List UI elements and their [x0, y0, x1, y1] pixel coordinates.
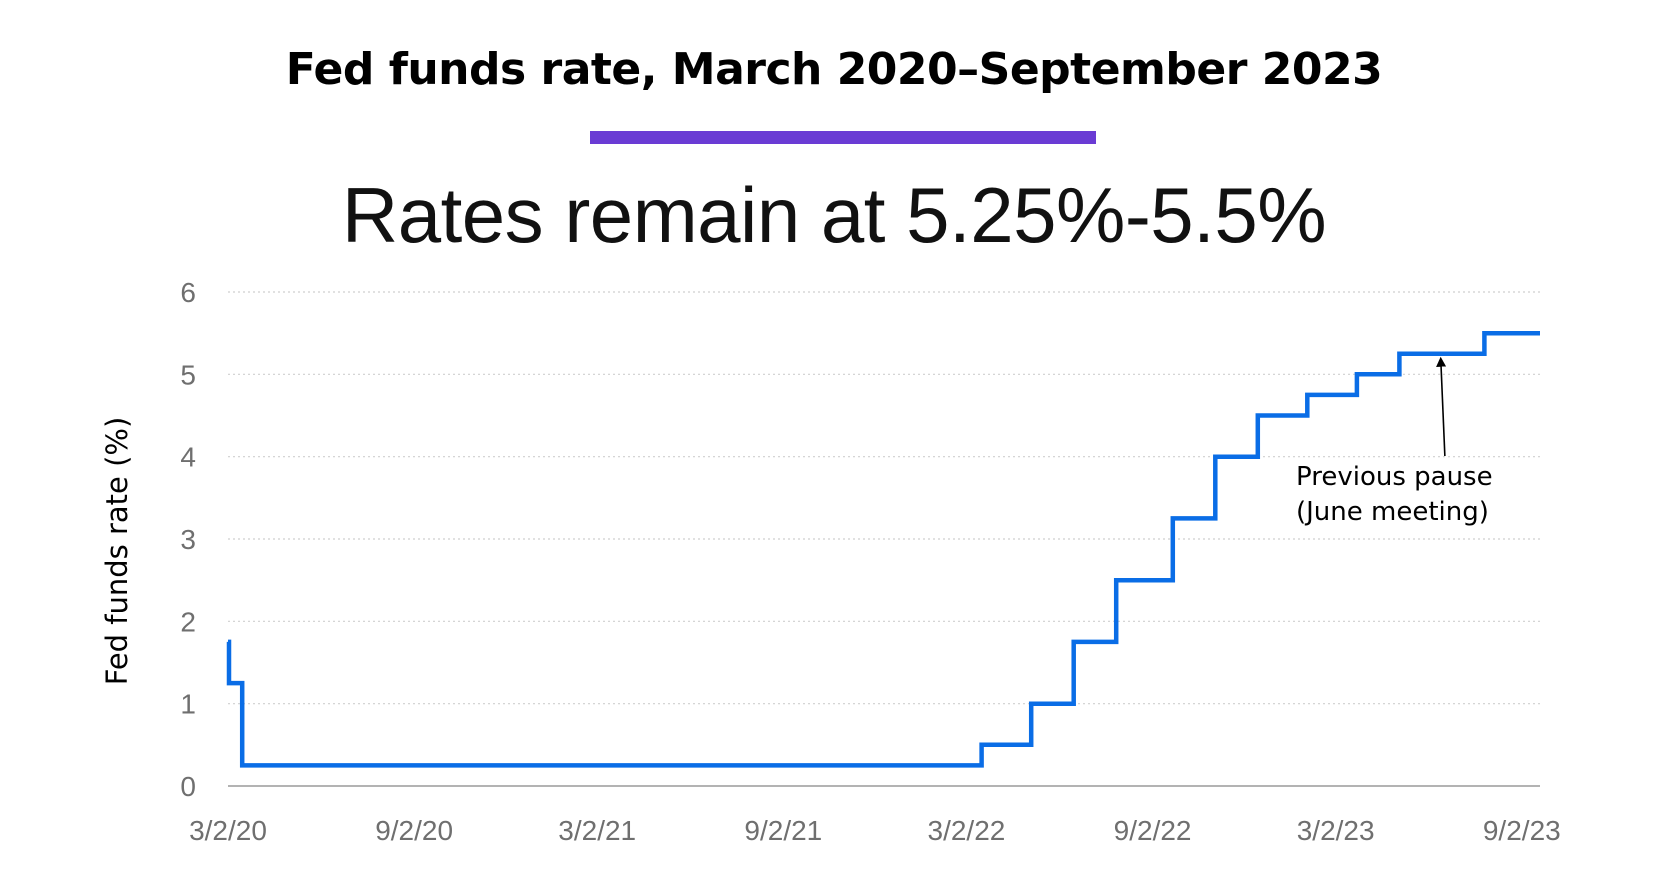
chart-subtitle: Rates remain at 5.25%-5.5%	[341, 171, 1327, 259]
annotation-arrow	[1436, 356, 1447, 457]
x-tick-label: 3/2/20	[189, 815, 267, 846]
y-tick-label: 1	[180, 689, 196, 720]
y-tick-label: 3	[180, 524, 196, 555]
series-line-fed-funds-rate	[226, 330, 1540, 768]
x-tick-label: 9/2/21	[744, 815, 822, 846]
axes: 0 1 2 3 4 5 6 3/2/20 9/2/20 3/2/21 9/2/21 3/2/22 9/2…	[180, 277, 1560, 846]
y-axis-label: Fed funds rate (%)	[100, 417, 134, 686]
x-tick-label: 3/2/21	[558, 815, 636, 846]
chart-title: Fed funds rate, March 2020–September 202…	[285, 44, 1383, 95]
y-tick-label: 4	[180, 442, 196, 473]
series-layer	[226, 330, 1541, 768]
x-tick-label: 3/2/22	[928, 815, 1006, 846]
x-tick-label: 3/2/23	[1297, 815, 1375, 846]
x-tick-label: 9/2/20	[375, 815, 453, 846]
y-tick-label: 2	[180, 606, 196, 637]
y-tick-label: 0	[180, 771, 196, 802]
annotation-text: Previous pause	[1296, 462, 1493, 492]
title-accent-bar	[590, 131, 1096, 144]
x-tick-label: 9/2/22	[1114, 815, 1192, 846]
y-tick-label: 6	[180, 277, 196, 308]
annotation-text: (June meeting)	[1296, 497, 1489, 527]
x-tick-label: 9/2/23	[1483, 815, 1561, 846]
y-tick-label: 5	[180, 359, 196, 390]
annotation-layer: Previous pause (June meeting)	[1296, 356, 1493, 527]
grid-lines	[228, 291, 1540, 705]
